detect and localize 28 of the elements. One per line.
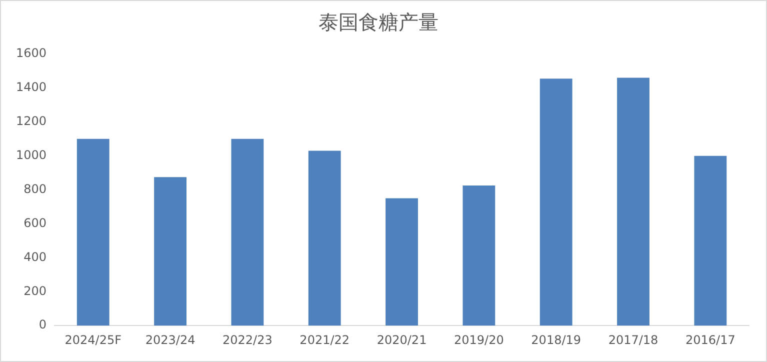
x-tick-label: 2023/24	[145, 332, 196, 347]
x-tick-label: 2016/17	[685, 332, 736, 347]
y-tick-label: 600	[24, 216, 47, 230]
x-tick-label: 2020/21	[376, 332, 427, 347]
y-tick-label: 1400	[16, 80, 47, 94]
y-tick-label: 1600	[16, 46, 47, 60]
bar	[231, 138, 264, 326]
bar	[308, 150, 341, 326]
x-tick-label: 2024/25F	[64, 332, 122, 347]
bar	[76, 138, 110, 326]
bar	[154, 177, 186, 326]
y-tick-label: 1000	[16, 148, 47, 162]
bar	[617, 78, 650, 326]
bar	[386, 198, 418, 326]
x-tick-label: 2021/22	[300, 332, 350, 347]
x-tick-label: 2022/23	[222, 332, 272, 347]
x-tick-label: 2017/18	[608, 332, 658, 347]
y-tick-label: 200	[24, 284, 47, 298]
bar	[462, 186, 496, 326]
y-tick-label: 400	[24, 250, 47, 264]
bar	[540, 78, 572, 326]
chart-title: 泰国食糖产量	[318, 10, 438, 34]
x-tick-label: 2019/20	[454, 332, 504, 347]
bar	[694, 156, 727, 326]
y-tick-label: 0	[38, 318, 47, 332]
y-tick-label: 1200	[16, 114, 47, 128]
y-tick-label: 800	[24, 182, 47, 196]
x-tick-label: 2018/19	[531, 332, 582, 347]
